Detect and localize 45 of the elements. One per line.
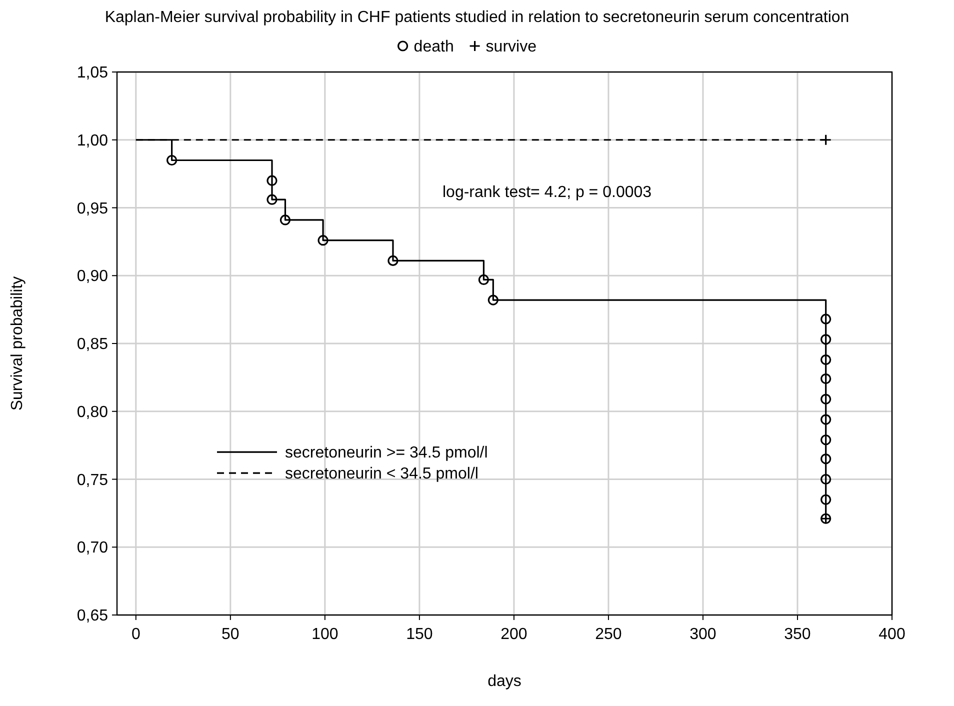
x-tick-label: 100 <box>312 626 338 643</box>
x-tick-label: 0 <box>131 626 140 643</box>
point <box>820 354 832 366</box>
point <box>820 494 832 505</box>
point <box>388 255 398 266</box>
legend-label: secretoneurin >= 34.5 pmol/l <box>285 444 488 462</box>
y-tick-label: 0,85 <box>76 336 108 354</box>
point <box>280 214 291 226</box>
y-tick-label: 0,80 <box>76 404 108 421</box>
y-axis-title: Survival probability <box>9 276 26 411</box>
y-tick-label: 0,75 <box>76 472 108 489</box>
x-tick-label: 400 <box>878 626 906 643</box>
legend-label: survive <box>486 38 537 56</box>
y-tick-label: 0,95 <box>76 200 108 218</box>
x-tick-label: 300 <box>690 626 716 643</box>
point <box>266 194 278 205</box>
point <box>820 134 832 146</box>
point <box>820 434 832 446</box>
point <box>266 175 278 186</box>
point <box>820 474 832 485</box>
point <box>820 314 832 324</box>
x-tick-label: 50 <box>222 626 240 643</box>
chart-title: Kaplan-Meier survival probability in CHF patients studied in relation to secretoneurin serum concentration <box>104 9 850 26</box>
y-tick-label: 1,00 <box>76 132 108 150</box>
point <box>166 154 178 166</box>
point <box>820 454 832 464</box>
point <box>478 274 490 285</box>
point <box>820 394 832 404</box>
x-tick-label: 250 <box>595 626 622 643</box>
y-tick-label: 0,65 <box>76 608 108 625</box>
x-axis-title: days <box>488 673 522 690</box>
point <box>820 414 832 425</box>
x-tick-label: 350 <box>784 626 811 643</box>
point <box>488 294 498 306</box>
y-tick-label: 0,90 <box>76 268 108 286</box>
y-tick-label: 1,05 <box>76 64 108 82</box>
y-tick-label: 0,70 <box>76 540 108 557</box>
point <box>820 373 832 384</box>
point <box>820 334 832 345</box>
x-tick-label: 150 <box>406 626 433 643</box>
x-tick-label: 200 <box>500 626 528 643</box>
point <box>318 235 328 246</box>
annotation: log-rank test= 4.2; p = 0.0003 <box>442 184 652 201</box>
legend-label: secretoneurin < 34.5 pmol/l <box>285 466 478 483</box>
legend-label: death <box>414 38 454 56</box>
